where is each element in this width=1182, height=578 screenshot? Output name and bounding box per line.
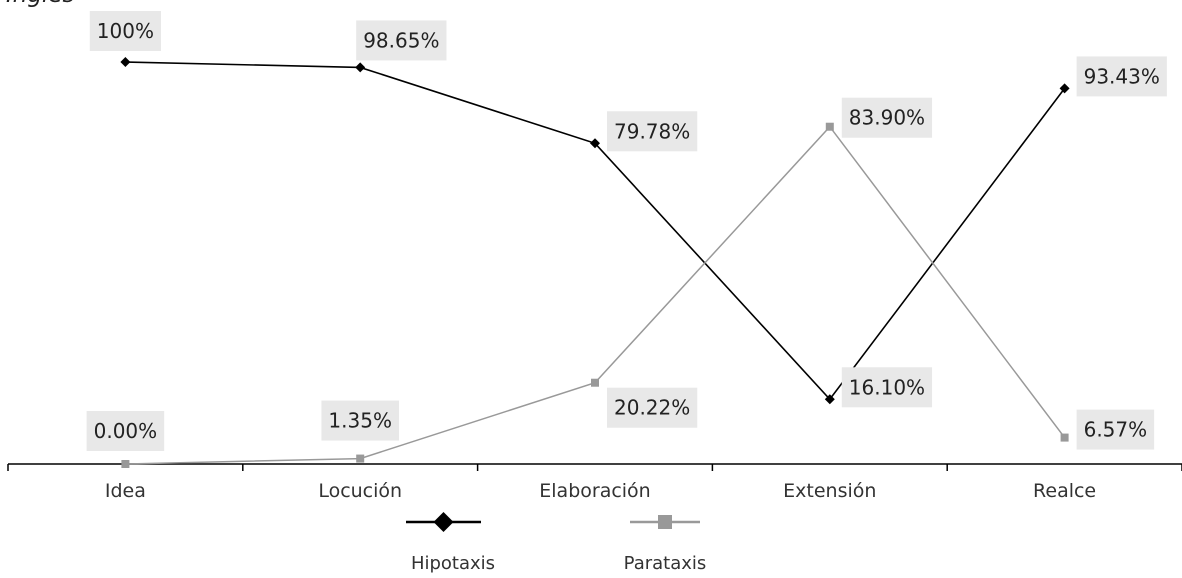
data-label-text: 16.10%	[849, 375, 925, 399]
data-label: 1.35%	[321, 400, 399, 441]
data-label-text: 93.43%	[1084, 64, 1160, 88]
data-point	[355, 62, 366, 73]
data-label-box	[86, 411, 165, 451]
data-label-box	[89, 11, 161, 51]
data-label-box	[356, 20, 447, 61]
data-label-box	[841, 367, 933, 408]
data-label-text: 6.57%	[1084, 418, 1148, 442]
plot-area: Idea Locución Elaboración Extensión Realce 10…	[7, 11, 1182, 502]
data-label: 0.00%	[86, 411, 165, 451]
data-point	[1059, 83, 1070, 94]
x-tick-label: Elaboración	[539, 480, 650, 502]
data-label-box	[607, 111, 698, 152]
data-label: 98.65%	[356, 20, 447, 61]
data-label-box	[321, 400, 399, 441]
data-label: 20.22%	[607, 387, 698, 428]
data-label-box	[607, 387, 698, 428]
legend-marker	[433, 512, 454, 532]
data-point	[591, 378, 599, 387]
data-label-text: 0.00%	[94, 419, 158, 443]
x-tick-label: Extensión	[783, 480, 876, 502]
data-point	[356, 454, 365, 463]
chart-title: Inglés	[6, 0, 75, 8]
data-label-text: 98.65%	[363, 28, 439, 52]
data-point	[825, 122, 834, 131]
data-point	[1060, 433, 1069, 442]
series-line-parataxis	[125, 125, 1066, 465]
data-label-text: 79.78%	[614, 119, 690, 143]
legend: Hipotaxis Parataxis	[406, 512, 706, 574]
data-label-box	[1076, 56, 1167, 97]
data-label: 6.57%	[1076, 409, 1155, 450]
data-label: 79.78%	[607, 111, 698, 152]
data-point	[824, 394, 835, 405]
legend-item-parataxis: Parataxis	[624, 515, 707, 574]
legend-item-hipotaxis: Hipotaxis	[406, 512, 495, 574]
legend-label: Hipotaxis	[411, 553, 495, 574]
data-label-text: 83.90%	[849, 106, 925, 130]
legend-label: Parataxis	[624, 553, 707, 574]
data-label: 93.43%	[1076, 56, 1167, 97]
data-label-box	[841, 97, 933, 138]
data-label-text: 20.22%	[614, 396, 690, 420]
x-tick-label: Locución	[318, 480, 402, 502]
data-label-text: 1.35%	[328, 409, 392, 433]
legend-marker	[658, 515, 672, 529]
data-label-text: 100%	[97, 19, 154, 43]
data-label: 83.90%	[841, 97, 933, 138]
data-point	[121, 460, 130, 468]
x-tick-label: Realce	[1033, 480, 1096, 502]
data-label: 100%	[89, 11, 161, 51]
data-point	[590, 138, 600, 149]
data-label: 16.10%	[841, 367, 933, 408]
data-label-box	[1076, 409, 1155, 450]
x-tick-label: Idea	[105, 480, 146, 502]
data-point	[120, 57, 131, 67]
